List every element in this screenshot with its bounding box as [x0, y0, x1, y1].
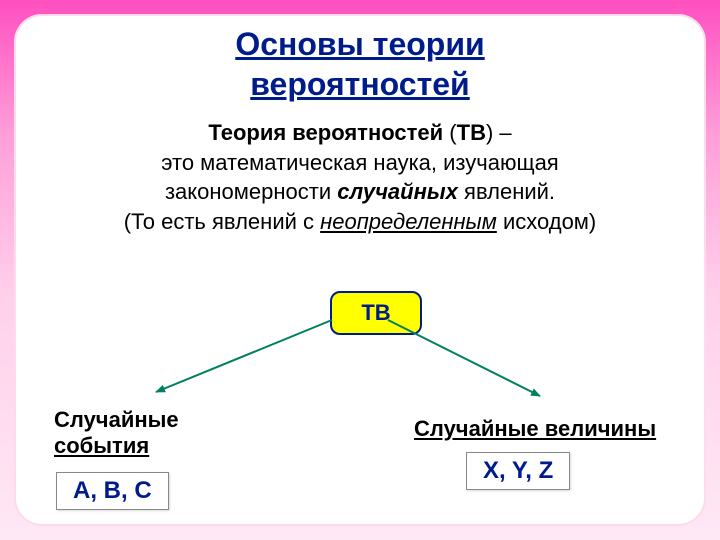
- def-line4c: исходом): [497, 209, 596, 234]
- content-panel: Основы теории вероятностей Теория вероят…: [14, 14, 706, 526]
- left-branch-line2: события: [54, 433, 149, 458]
- root-node-label: ТВ: [361, 300, 390, 326]
- gradient-background: Основы теории вероятностей Теория вероят…: [0, 0, 720, 540]
- root-node-tv: ТВ: [330, 291, 422, 335]
- definition-text: Теория вероятностей (ТВ) – это математич…: [36, 118, 684, 237]
- title-line1: Основы теории: [235, 26, 484, 62]
- def-term: Теория вероятностей: [208, 120, 443, 145]
- right-branch-text: Случайные величины: [414, 416, 656, 441]
- left-symbols: A, B, C: [73, 477, 152, 504]
- title-line2: вероятностей: [250, 66, 469, 102]
- def-paren-open: (: [449, 120, 456, 145]
- right-branch-label: Случайные величины: [414, 416, 714, 442]
- def-line4a: (То есть явлений с: [124, 209, 320, 234]
- left-branch-label: Случайные события: [54, 407, 274, 460]
- left-symbols-box: A, B, C: [56, 472, 169, 510]
- def-line4-ui: неопределенным: [320, 209, 497, 234]
- def-abbr: ТВ: [457, 120, 486, 145]
- right-symbols-box: X, Y, Z: [466, 452, 570, 490]
- def-line3a: закономерности: [165, 179, 337, 204]
- def-line2: это математическая наука, изучающая: [161, 150, 558, 175]
- left-branch-line1: Случайные: [54, 407, 179, 432]
- def-line3-italic: случайных: [337, 179, 458, 204]
- page-title: Основы теории вероятностей: [36, 24, 684, 104]
- right-symbols: X, Y, Z: [483, 457, 553, 484]
- def-paren-close: ) –: [486, 120, 512, 145]
- def-line3c: явлений.: [458, 179, 555, 204]
